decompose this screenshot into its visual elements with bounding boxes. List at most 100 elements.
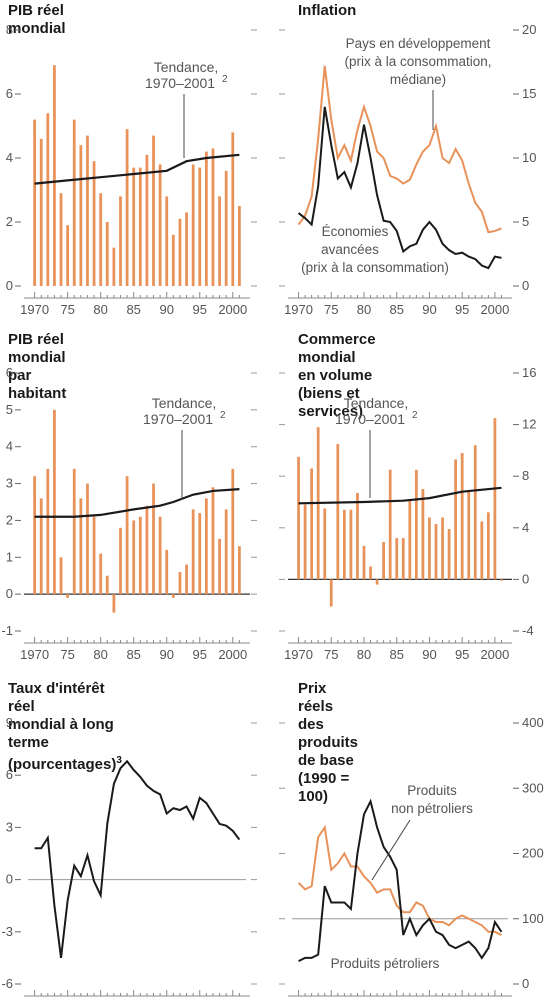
y-tick-label: 20: [522, 22, 536, 37]
bar: [39, 138, 43, 286]
bar: [362, 545, 366, 580]
series-label: Produits pétroliers: [331, 956, 440, 971]
bar: [218, 196, 221, 286]
trend-label: 1970–2001: [145, 75, 215, 91]
y-tick-label: 6: [6, 86, 13, 101]
bar: [204, 151, 208, 286]
chart-title-text: Taux d'intérêt réel mondial à long terme…: [8, 680, 117, 773]
bar: [145, 154, 149, 286]
bar: [480, 521, 484, 580]
bar: [33, 476, 36, 595]
x-tick-label: 90: [422, 302, 436, 317]
bar: [92, 516, 96, 595]
bar: [132, 520, 136, 595]
bar: [46, 468, 50, 595]
x-tick-label: 95: [455, 302, 469, 317]
bar: [119, 527, 122, 595]
series-line: [298, 798, 503, 963]
bar: [198, 167, 202, 286]
trend-line: [298, 486, 502, 505]
bar: [342, 509, 346, 580]
bar: [152, 483, 155, 595]
bar: [53, 409, 56, 595]
bar: [185, 212, 188, 286]
y-tick-label: 10: [522, 150, 536, 165]
bar: [66, 225, 70, 286]
bar: [99, 193, 103, 286]
bar: [191, 164, 195, 286]
y-tick-label: -4: [522, 623, 534, 638]
bar: [303, 504, 307, 580]
chart-pib-reel-mondial: 0 2 4 6 8 1970 75 80 85 90 95 2000 Tendance,1970–200…: [6, 22, 257, 317]
bar: [165, 549, 169, 595]
bar: [33, 119, 36, 286]
x-tick-label: 95: [193, 647, 207, 662]
bar: [356, 492, 359, 580]
y-tick-label: 100: [522, 911, 544, 926]
bar: [145, 505, 149, 595]
chart-prix-produits-base: 0100200300400197075808590952000Produitsn…: [279, 715, 544, 997]
x-tick-label: 75: [60, 302, 74, 317]
bar: [395, 538, 399, 580]
x-tick-label: 1970: [20, 302, 49, 317]
bar: [224, 509, 228, 595]
series-label: non pétroliers: [391, 801, 473, 816]
y-tick-label: 6: [6, 767, 13, 782]
y-tick-label: -3: [1, 924, 13, 939]
y-tick-label: 2: [6, 214, 13, 229]
bar: [460, 452, 464, 580]
title-footnote: 3: [116, 755, 122, 766]
x-tick-label: 80: [357, 647, 371, 662]
series-label: Produits: [407, 783, 457, 798]
bar: [421, 489, 425, 580]
chart-title: Inflation: [298, 2, 357, 19]
y-tick-label: 0: [6, 278, 13, 293]
trend-label: Tendance,: [344, 395, 409, 411]
chart-title: Prix réels des produits de base (1990 = …: [298, 680, 358, 805]
bar: [336, 443, 340, 580]
series-leader-line: [371, 819, 411, 881]
y-tick-label: 1: [6, 549, 13, 564]
chart-inflation: 0 5 10 15 20 1970 75 80 85 90 95 2000 Pays en dévelo…: [279, 22, 536, 317]
x-tick-label: 75: [324, 647, 338, 662]
y-tick-label: 0: [6, 586, 13, 601]
series-line: [34, 759, 241, 959]
trend-label: 1970–2001: [143, 411, 213, 427]
trend-line: [34, 153, 240, 185]
bar: [401, 538, 405, 580]
bar: [158, 164, 162, 286]
x-tick-label: 75: [60, 647, 74, 662]
trend-line: [34, 488, 240, 518]
bar: [53, 65, 56, 286]
series-label: (prix à la consommation): [301, 260, 449, 275]
trend-label: Tendance,: [154, 59, 219, 75]
bar: [59, 557, 63, 595]
y-tick-label: 0: [6, 872, 13, 887]
bar: [467, 491, 471, 580]
bar: [119, 196, 122, 286]
y-tick-label: 16: [522, 365, 536, 380]
x-tick-label: 85: [126, 302, 140, 317]
y-tick-label: 0: [522, 976, 529, 991]
bar: [375, 579, 379, 585]
bar: [165, 196, 169, 286]
series-line: [297, 106, 502, 270]
y-tick-label: 9: [6, 715, 13, 730]
bar: [138, 167, 142, 286]
x-tick-label: 85: [389, 647, 403, 662]
y-tick-label: 15: [522, 86, 536, 101]
y-tick-label: 4: [6, 439, 13, 454]
chart-taux-interet: -6-30369197075808590952000: [1, 715, 257, 997]
series-label: médiane): [390, 72, 446, 87]
y-tick-label: 3: [6, 819, 13, 834]
series-label: avancées: [321, 242, 379, 257]
y-tick-label: 5: [6, 402, 13, 417]
bar: [493, 418, 497, 580]
x-tick-label: 2000: [480, 647, 509, 662]
y-tick-label: 8: [522, 468, 529, 483]
x-tick-label: 95: [193, 302, 207, 317]
y-tick-label: 8: [6, 22, 13, 37]
bar: [171, 594, 175, 598]
bar: [310, 468, 314, 580]
bar: [297, 456, 300, 580]
